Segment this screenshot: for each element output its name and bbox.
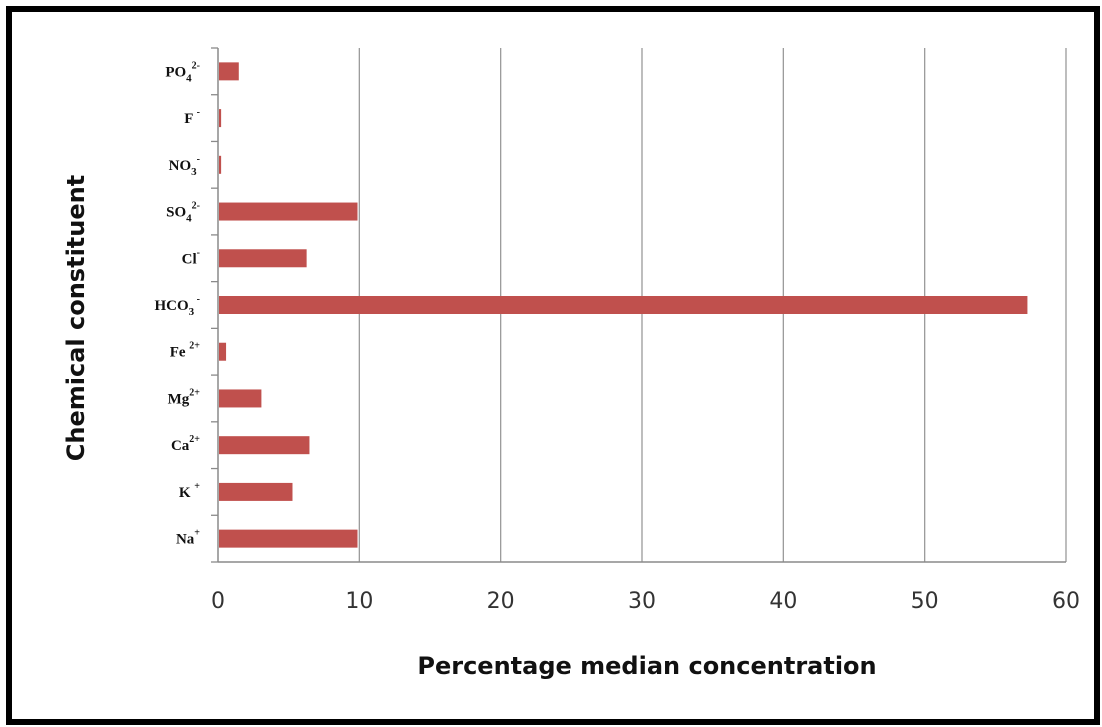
category-labels: Na+ K + Ca2+ Mg2+ Fe 2+ HCO3 - Cl- SO42- NO3- F -…: [154, 60, 200, 547]
bar: [219, 296, 1028, 314]
bar: [219, 155, 222, 174]
category-label: Mg2+: [168, 387, 201, 407]
x-tick-label: 0: [211, 589, 225, 614]
category-label: F -: [184, 107, 200, 127]
category-label: SO42-: [166, 201, 200, 225]
bar: [219, 389, 262, 408]
x-tick-labels: 0 10 20 30 40 50 60: [211, 589, 1080, 614]
category-label: PO42-: [165, 60, 200, 84]
category-label: HCO3 -: [154, 294, 200, 318]
x-tick-label: 30: [628, 589, 656, 614]
bar: [219, 109, 222, 128]
bar: [219, 342, 227, 361]
bar: [219, 529, 358, 548]
category-label: Cl-: [182, 247, 200, 267]
chart-frame: Na+ K + Ca2+ Mg2+ Fe 2+ HCO3 - Cl- SO42- NO3- F -…: [6, 6, 1100, 725]
bar: [219, 249, 307, 268]
x-axis-title: Percentage median concentration: [417, 652, 876, 680]
category-label: NO3-: [169, 154, 200, 178]
x-tick-label: 10: [345, 589, 373, 614]
category-label: Fe 2+: [170, 341, 201, 361]
bar-chart: Na+ K + Ca2+ Mg2+ Fe 2+ HCO3 - Cl- SO42- NO3- F -…: [62, 47, 1080, 680]
axes: [211, 47, 1066, 563]
y-axis-title: Chemical constituent: [62, 175, 90, 461]
category-label: K +: [179, 481, 200, 501]
category-label: Na+: [176, 528, 200, 548]
bar: [219, 482, 293, 501]
bar: [219, 62, 239, 81]
category-label: Ca2+: [171, 434, 200, 454]
bars: [219, 62, 1028, 548]
x-tick-label: 60: [1052, 589, 1080, 614]
x-tick-label: 50: [911, 589, 939, 614]
bar: [219, 202, 358, 221]
x-tick-label: 20: [487, 589, 515, 614]
bar: [219, 436, 310, 455]
x-tick-label: 40: [769, 589, 797, 614]
